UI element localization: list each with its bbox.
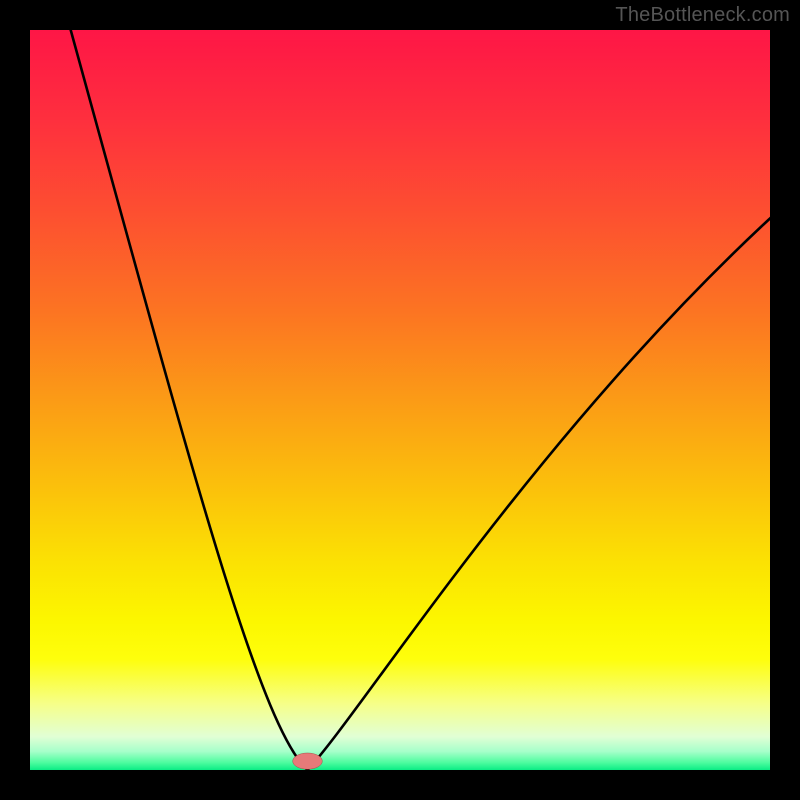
optimal-point-marker xyxy=(293,753,323,769)
plot-gradient-background xyxy=(30,30,770,770)
bottleneck-chart xyxy=(0,0,800,800)
watermark-text: TheBottleneck.com xyxy=(615,4,790,27)
chart-container: TheBottleneck.com xyxy=(0,0,800,800)
